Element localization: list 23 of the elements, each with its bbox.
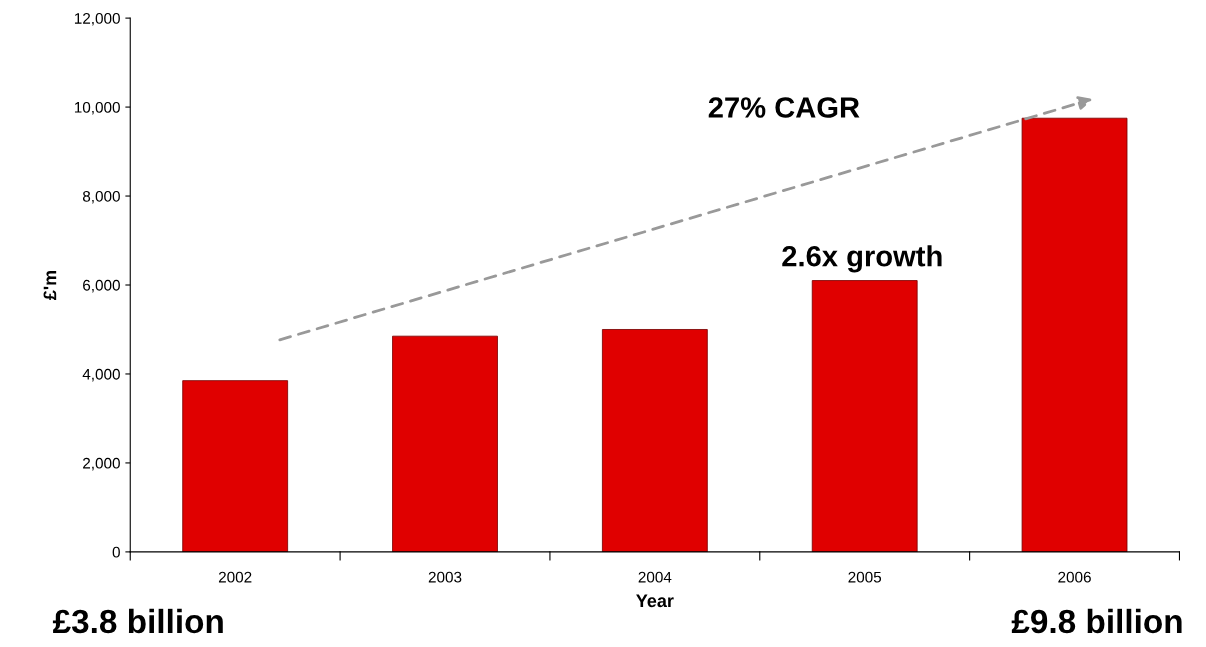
y-tick-label: 6,000 [83, 279, 120, 293]
x-tick-label: 2005 [848, 571, 882, 583]
text: £9.8 billion [1011, 608, 1182, 634]
bar [601, 329, 708, 552]
annotation: 27% CAGR [708, 97, 860, 118]
bar [1021, 117, 1128, 552]
annotation: 2.6x growth [782, 245, 942, 273]
y-tick-label: 4,000 [82, 368, 120, 382]
y-tick-label: 0 [112, 546, 120, 558]
text: £3.8 billion [52, 608, 223, 634]
bar [182, 380, 289, 552]
y-tick-label: 10,000 [74, 101, 120, 115]
y-tick-label: 12,000 [74, 12, 120, 26]
y-tick-label: 2,000 [83, 457, 120, 471]
x-tick-label: 2003 [428, 571, 462, 583]
y-axis-title: £'m [43, 270, 57, 301]
x-axis-title: Year [636, 594, 674, 608]
bar [811, 280, 918, 552]
y-tick-label: 8,000 [82, 190, 120, 204]
x-tick-label: 2002 [218, 571, 252, 583]
x-tick-label: 2004 [638, 571, 672, 583]
bar [392, 335, 498, 552]
x-tick-label: 2006 [1058, 571, 1091, 583]
